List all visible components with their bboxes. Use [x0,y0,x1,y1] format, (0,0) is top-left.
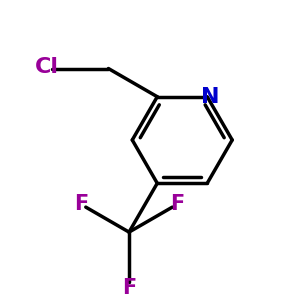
Text: F: F [170,194,184,214]
Text: Cl: Cl [35,57,59,77]
Text: N: N [200,87,219,107]
Text: F: F [74,194,88,214]
Text: F: F [122,278,136,298]
